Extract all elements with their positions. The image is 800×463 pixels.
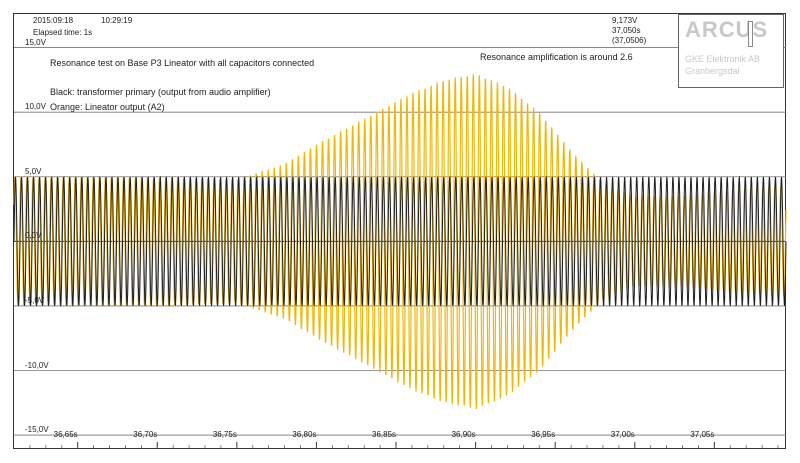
series-line-black (13, 175, 787, 308)
resonance-note: Resonance amplification is around 2.6 (480, 52, 633, 62)
traces (13, 73, 787, 409)
y-tick-label: 10,0V (25, 102, 46, 112)
y-tick-label: 15,0V (25, 37, 46, 47)
x-tick-label: 37,05s (690, 430, 715, 439)
y-tick-label: 5,0V (25, 166, 42, 176)
x-tick-label: 36,80s (292, 430, 317, 439)
orange-trace-label: Orange: Lineator output (A2) (50, 102, 165, 112)
readout-window: (37,0506) (612, 36, 647, 45)
y-tick-label: -10,0V (25, 360, 49, 370)
x-tick-label: 36,90s (451, 430, 476, 439)
chart-title: Resonance test on Base P3 Lineator with … (50, 58, 315, 68)
y-tick-label: 0,0V (25, 231, 42, 241)
y-tick-label: -15,0V (25, 425, 49, 435)
black-trace-label: Black: transformer primary (output from … (50, 87, 271, 97)
elapsed-time: Elapsed time: 1s (33, 28, 93, 37)
header-date: 2015:09:18 (33, 16, 74, 25)
x-tick-label: 36,95s (531, 430, 556, 439)
x-tick-label: 36,70s (133, 430, 158, 439)
logo-title: ARCUS (685, 17, 769, 42)
x-tick-label: 36,75s (212, 430, 237, 439)
arcus-logo: ARCUS GKE Elektronik AB Granbergsdal (678, 14, 784, 88)
header-time: 10:29:19 (101, 16, 133, 25)
x-tick-label: 36,65s (53, 430, 78, 439)
logo-line1: GKE Elektronik AB (685, 54, 761, 64)
y-tick-label: -5,0V (25, 295, 45, 305)
readout-time: 37,050s (612, 26, 641, 35)
cursor-marker (748, 21, 753, 47)
x-tick-label: 37,00s (610, 430, 635, 439)
x-tick-label: 36,85s (372, 430, 397, 439)
tick-marks (29, 442, 779, 448)
readout-voltage: 9,173V (612, 16, 638, 25)
logo-line2: Granbergsdal (685, 66, 740, 76)
